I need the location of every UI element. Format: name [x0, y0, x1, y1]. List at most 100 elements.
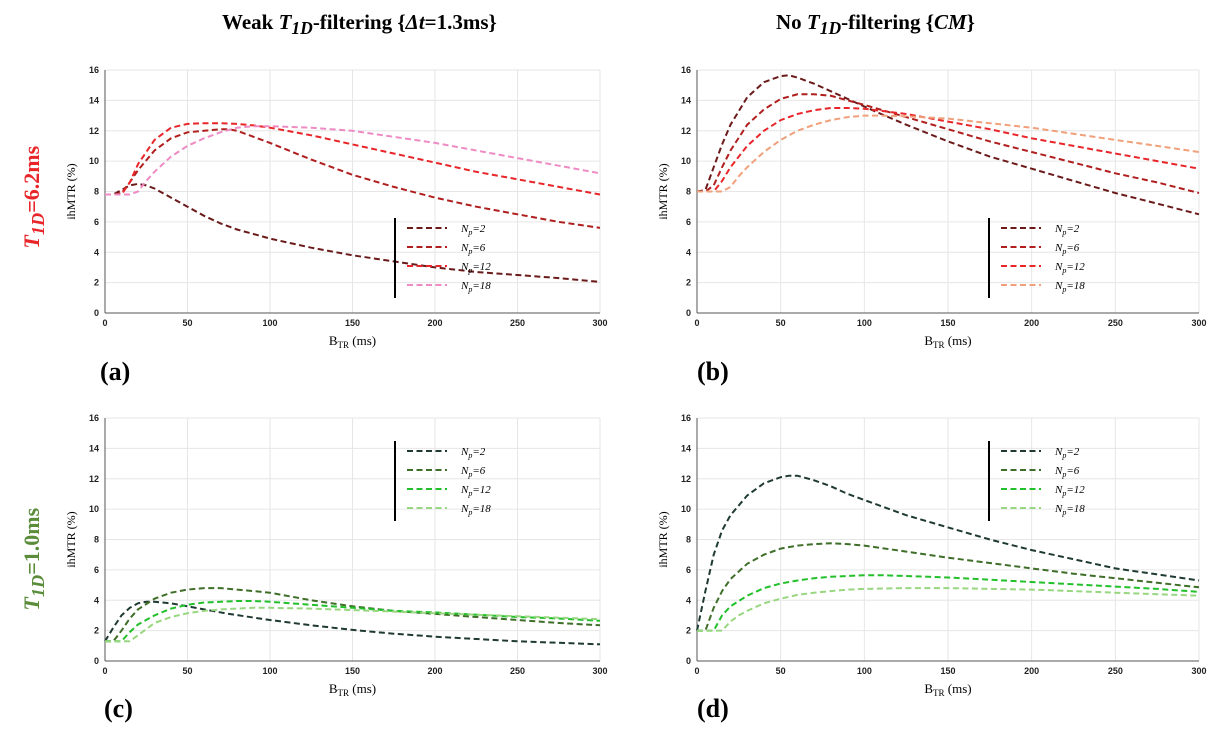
y-tick-label: 16 — [681, 65, 691, 75]
y-tick-label: 8 — [686, 535, 691, 545]
x-tick-label: 50 — [776, 318, 786, 328]
x-tick-label: 300 — [592, 318, 607, 328]
x-tick-label: 300 — [592, 666, 607, 676]
legend-label-4: Np=18 — [1054, 280, 1085, 294]
x-tick-label: 0 — [102, 318, 107, 328]
y-axis-label: ihMTR (%) — [64, 163, 78, 219]
x-tick-label: 150 — [345, 666, 360, 676]
series-line-2 — [105, 128, 601, 229]
y-tick-label: 12 — [89, 126, 99, 136]
y-tick-label: 10 — [681, 504, 691, 514]
y-tick-label: 14 — [681, 95, 691, 105]
y-tick-label: 4 — [686, 595, 691, 605]
x-tick-label: 50 — [182, 318, 192, 328]
series-line-4 — [697, 587, 1200, 632]
y-tick-label: 0 — [94, 656, 99, 666]
chart-panel-b: 0 50 100 150 200 250 300 0 2 4 6 8 10 12 14 16 BTR (ms) i… — [656, 65, 1207, 350]
series-line-1 — [696, 74, 1200, 216]
y-tick-label: 4 — [94, 595, 99, 605]
x-axis-label: BTR (ms) — [329, 333, 376, 350]
y-tick-label: 10 — [89, 504, 99, 514]
x-tick-label: 150 — [940, 666, 955, 676]
y-tick-label: 14 — [89, 95, 99, 105]
x-tick-label: 100 — [857, 666, 872, 676]
series-line-1 — [696, 474, 1200, 631]
x-axis-label: BTR (ms) — [924, 681, 971, 698]
y-tick-label: 10 — [89, 156, 99, 166]
column-title-no-filtering: No T1D-filtering {CM} — [776, 10, 975, 39]
x-tick-label: 0 — [102, 666, 107, 676]
y-tick-label: 8 — [94, 535, 99, 545]
y-tick-label: 8 — [686, 187, 691, 197]
x-tick-label: 200 — [1024, 318, 1039, 328]
series-line-2 — [697, 93, 1200, 194]
panel-label-b: (b) — [697, 357, 729, 386]
legend-label-3: Np=12 — [460, 261, 491, 275]
x-tick-label: 200 — [427, 666, 442, 676]
column-title-weak-filtering: Weak T1D-filtering {Δt=1.3ms} — [222, 10, 497, 39]
y-axis-label: ihMTR (%) — [64, 511, 78, 567]
y-tick-label: 10 — [681, 156, 691, 166]
series-line-4 — [105, 125, 601, 196]
legend-label-1: Np=2 — [460, 223, 486, 237]
series-line-3 — [697, 107, 1200, 193]
y-tick-label: 16 — [89, 413, 99, 423]
y-tick-label: 12 — [681, 474, 691, 484]
y-tick-label: 2 — [686, 626, 691, 636]
x-tick-label: 200 — [1024, 666, 1039, 676]
panel-label-a: (a) — [100, 357, 131, 386]
y-tick-label: 2 — [94, 626, 99, 636]
legend-label-1: Np=2 — [460, 446, 486, 460]
y-tick-label: 4 — [94, 247, 99, 257]
y-tick-label: 6 — [686, 565, 691, 575]
series-line-4 — [105, 606, 601, 643]
y-tick-label: 0 — [686, 656, 691, 666]
x-tick-label: 100 — [857, 318, 872, 328]
chart-panel-c: 0 50 100 150 200 250 300 0 2 4 6 8 10 12 14 16 BTR (ms) i… — [64, 413, 608, 698]
series-line-3 — [697, 574, 1200, 632]
x-tick-label: 150 — [940, 318, 955, 328]
chart-panel-a: 0 50 100 150 200 250 300 0 2 4 6 8 10 12 14 16 BTR (ms) i… — [64, 65, 608, 350]
x-tick-label: 250 — [1108, 318, 1123, 328]
x-axis-label: BTR (ms) — [924, 333, 971, 350]
legend-label-2: Np=6 — [1054, 242, 1080, 256]
y-tick-label: 14 — [89, 443, 99, 453]
y-axis-label: ihMTR (%) — [656, 511, 670, 567]
series-line-1 — [105, 182, 601, 283]
y-tick-label: 14 — [681, 443, 691, 453]
y-tick-label: 2 — [686, 278, 691, 288]
legend-label-3: Np=12 — [460, 484, 491, 498]
panel-label-d: (d) — [697, 694, 729, 723]
x-tick-label: 250 — [510, 666, 525, 676]
legend-label-3: Np=12 — [1054, 484, 1085, 498]
x-axis-label: BTR (ms) — [329, 681, 376, 698]
legend-label-4: Np=18 — [460, 280, 491, 294]
y-tick-label: 0 — [94, 308, 99, 318]
x-tick-label: 0 — [694, 666, 699, 676]
y-tick-label: 16 — [681, 413, 691, 423]
legend-label-2: Np=6 — [460, 465, 486, 479]
legend-label-2: Np=6 — [460, 242, 486, 256]
y-tick-label: 8 — [94, 187, 99, 197]
x-tick-label: 300 — [1191, 666, 1206, 676]
y-tick-label: 2 — [94, 278, 99, 288]
legend-label-4: Np=18 — [1054, 503, 1085, 517]
x-tick-label: 100 — [262, 318, 277, 328]
y-tick-label: 12 — [681, 126, 691, 136]
series-line-1 — [104, 600, 601, 646]
y-tick-label: 6 — [94, 217, 99, 227]
legend-label-1: Np=2 — [1054, 446, 1080, 460]
series-line-2 — [697, 542, 1200, 632]
legend-label-4: Np=18 — [460, 503, 491, 517]
y-tick-label: 12 — [89, 474, 99, 484]
y-tick-label: 6 — [94, 565, 99, 575]
panel-label-c: (c) — [104, 694, 133, 723]
y-tick-label: 4 — [686, 247, 691, 257]
y-tick-label: 6 — [686, 217, 691, 227]
legend-label-3: Np=12 — [1054, 261, 1085, 275]
chart-panel-d: 0 50 100 150 200 250 300 0 2 4 6 8 10 12 14 16 BTR (ms) i… — [656, 413, 1207, 698]
y-tick-label: 16 — [89, 65, 99, 75]
x-tick-label: 250 — [510, 318, 525, 328]
